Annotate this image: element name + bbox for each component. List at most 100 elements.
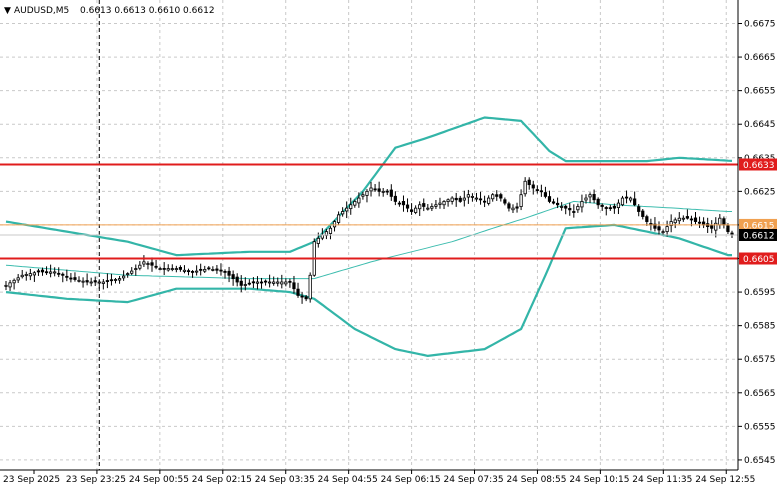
candle (227, 266, 231, 283)
candle (381, 187, 385, 197)
candle (361, 191, 365, 200)
candle (438, 197, 442, 209)
candle (203, 265, 207, 273)
candle (53, 267, 57, 277)
candle (336, 211, 341, 226)
candle (284, 278, 288, 287)
candle (69, 273, 73, 283)
y-tick-label: 0.6665 (744, 53, 776, 63)
candle (657, 221, 661, 236)
candle (523, 177, 527, 197)
candle (434, 200, 438, 210)
candle (673, 217, 677, 229)
candle (190, 270, 195, 278)
candle (288, 278, 292, 288)
candle (531, 180, 535, 195)
candle (543, 186, 548, 199)
candle (304, 294, 308, 302)
candle (223, 269, 227, 279)
band-middle (5, 200, 732, 280)
candle (511, 204, 515, 213)
candle (40, 267, 45, 276)
candle (61, 272, 65, 283)
y-tick-label: 0.6545 (744, 456, 776, 466)
band-upper (5, 116, 733, 257)
candle (389, 184, 393, 201)
candle (393, 191, 397, 206)
x-tick-label: 24 Sep 00:55 (129, 475, 189, 485)
candle (93, 276, 97, 286)
candle (555, 197, 560, 209)
level-tag-label: 0.6633 (743, 161, 775, 171)
x-tick-label: 24 Sep 03:35 (255, 475, 315, 485)
y-tick-label: 0.6575 (744, 355, 776, 365)
candle (608, 204, 612, 211)
y-tick-label: 0.6625 (744, 187, 776, 197)
candle (430, 203, 434, 212)
candle (57, 267, 61, 278)
candle (207, 266, 211, 271)
candle (572, 204, 576, 218)
candle (462, 190, 466, 207)
candle (519, 189, 523, 211)
y-tick-label: 0.6555 (744, 422, 776, 432)
candle (568, 202, 572, 216)
x-axis-ticks: 23 Sep 2025 23 Sep 23:25 24 Sep 00:55 24 Se… (3, 470, 755, 485)
candle (677, 212, 681, 225)
candle (272, 276, 276, 286)
candle (685, 209, 689, 220)
header-dropdown-icon[interactable]: ▼ (4, 6, 11, 16)
candle (612, 203, 616, 214)
level-tag-current: 0.6612 (739, 229, 777, 242)
candle (414, 205, 418, 215)
candle (328, 226, 333, 240)
candle (251, 277, 256, 289)
candle (710, 220, 714, 234)
candle (539, 184, 543, 197)
y-tick-label: 0.6655 (744, 87, 776, 97)
candle (219, 263, 223, 276)
candle (77, 276, 81, 283)
candle (377, 181, 381, 197)
candle (170, 264, 174, 272)
y-tick-label: 0.6585 (744, 322, 776, 332)
candle (44, 266, 49, 275)
candle (158, 266, 162, 271)
candle (409, 203, 414, 215)
level-tag-label: 0.6605 (743, 255, 775, 265)
candle (182, 265, 187, 274)
candle (353, 199, 357, 208)
candle (16, 273, 20, 284)
candle (470, 193, 475, 202)
candle (195, 265, 199, 276)
candle (146, 261, 150, 270)
candle (341, 207, 345, 217)
candle (584, 194, 588, 204)
candle (231, 270, 235, 286)
candle (150, 257, 154, 272)
candle (405, 198, 410, 213)
candle (442, 200, 446, 210)
x-tick-label: 23 Sep 23:25 (66, 475, 126, 485)
candle (211, 266, 215, 272)
x-tick-label: 24 Sep 12:55 (695, 475, 755, 485)
x-tick-label: 23 Sep 2025 (3, 475, 60, 485)
candle (458, 195, 462, 203)
candle (369, 181, 373, 197)
candle (669, 214, 673, 233)
candle (620, 195, 625, 207)
candle (535, 185, 539, 194)
candle (385, 188, 389, 196)
candle (101, 279, 105, 290)
candle (65, 269, 69, 282)
candle (426, 204, 430, 211)
chart-header: ▼ AUDUSD,M5 0.6613 0.6613 0.6610 0.6612 (4, 6, 215, 16)
candle (450, 196, 454, 205)
candle (268, 274, 272, 288)
x-tick-label: 24 Sep 11:35 (632, 475, 692, 485)
candle (166, 264, 170, 272)
candle (154, 259, 158, 270)
candle (186, 268, 191, 276)
candle (280, 274, 284, 289)
